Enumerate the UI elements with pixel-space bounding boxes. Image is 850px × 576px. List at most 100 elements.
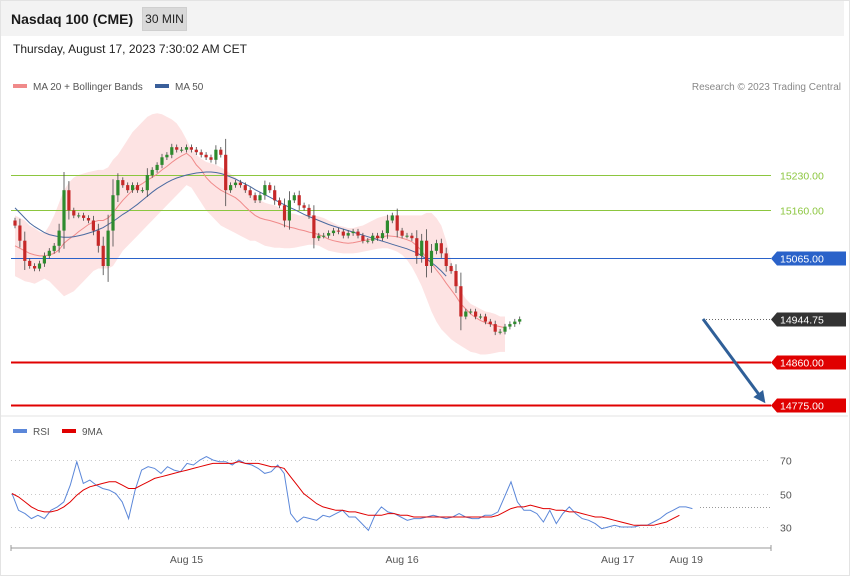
candle xyxy=(317,232,321,241)
candle xyxy=(415,230,419,264)
candle xyxy=(23,231,27,270)
candle xyxy=(420,233,424,263)
price-levels xyxy=(11,175,771,407)
candle xyxy=(37,260,42,272)
candle xyxy=(351,228,355,236)
forecast-arrow-head xyxy=(753,390,766,404)
candle xyxy=(346,230,350,239)
ma20-legend-swatch xyxy=(13,84,27,88)
ma50-line xyxy=(14,171,447,277)
candle xyxy=(67,181,71,220)
candle xyxy=(140,187,144,193)
candle xyxy=(170,143,174,159)
interval-button[interactable]: 30 MIN xyxy=(142,7,187,31)
candle xyxy=(380,230,385,241)
candle xyxy=(111,179,115,247)
time-label: Aug 19 xyxy=(670,554,703,566)
candle xyxy=(18,218,22,248)
rsi-lines xyxy=(11,456,693,532)
rsi-line xyxy=(11,456,693,532)
main-legend: MA 20 + Bollinger Bands MA 50 xyxy=(13,82,204,93)
candle xyxy=(72,207,76,219)
candle xyxy=(106,214,110,282)
candle xyxy=(503,323,507,335)
candle xyxy=(253,192,257,203)
candle xyxy=(273,185,277,205)
candle xyxy=(194,147,198,155)
level-14775-00-label-bg xyxy=(771,398,846,413)
candle xyxy=(429,244,434,273)
level-14944-75-label: 14944.75 xyxy=(780,315,824,327)
candle xyxy=(322,232,326,239)
candle xyxy=(390,212,394,224)
candle xyxy=(327,230,331,239)
candle xyxy=(498,329,502,335)
candle xyxy=(116,173,120,202)
candle xyxy=(302,202,306,211)
bollinger-bands xyxy=(15,113,505,355)
rsi-ma-legend-label: 9MA xyxy=(82,427,103,438)
candle xyxy=(131,182,135,193)
candle xyxy=(155,162,159,173)
candle xyxy=(52,243,56,254)
rsi-ma-line xyxy=(11,461,680,526)
candle xyxy=(248,187,252,198)
candle xyxy=(209,154,213,163)
ma20-legend-label: MA 20 + Bollinger Bands xyxy=(33,82,143,93)
candle xyxy=(474,308,478,320)
candle xyxy=(150,167,154,178)
candle xyxy=(33,263,37,272)
instrument-title: Nasdaq 100 (CME) xyxy=(11,11,134,27)
candle xyxy=(376,232,380,241)
level-14944-75-label-bg xyxy=(771,312,846,327)
forecast-arrow-shaft xyxy=(701,318,765,401)
level-14775-00-label: 14775.00 xyxy=(780,401,824,413)
candle xyxy=(180,147,184,153)
candle xyxy=(483,313,487,325)
candle xyxy=(204,152,208,160)
candle xyxy=(219,147,223,158)
candle xyxy=(405,232,409,239)
rsi-legend: RSI 9MA xyxy=(13,427,103,438)
level-14860-00-label: 14860.00 xyxy=(780,358,824,370)
candle xyxy=(395,208,399,238)
candle xyxy=(175,144,179,153)
candle xyxy=(126,182,130,193)
candle xyxy=(469,308,473,315)
candle xyxy=(189,144,193,153)
candle xyxy=(508,321,512,330)
candle xyxy=(57,223,61,253)
bollinger-band-area xyxy=(15,113,505,355)
candle xyxy=(366,238,370,244)
time-label: Aug 15 xyxy=(170,554,203,566)
candle xyxy=(336,227,340,235)
level-labels: 15230.00 15160.00 15065.00 14944.75 14860.00… xyxy=(771,171,846,413)
rsi-legend-label: RSI xyxy=(33,427,50,438)
candle xyxy=(464,308,468,320)
candle xyxy=(42,252,46,267)
candle xyxy=(400,227,404,239)
candle xyxy=(28,258,32,269)
copyright-text: Research © 2023 Trading Central xyxy=(692,82,841,93)
candle xyxy=(121,177,125,188)
time-label: Aug 16 xyxy=(385,554,418,566)
candle xyxy=(62,172,66,249)
candle xyxy=(278,197,282,209)
candle xyxy=(165,152,169,160)
candle xyxy=(488,318,492,327)
rsi-legend-swatch xyxy=(13,429,27,433)
candle xyxy=(268,182,272,193)
candle xyxy=(233,179,238,188)
level-15065-00-label-bg xyxy=(771,251,846,266)
candle xyxy=(312,205,316,249)
time-label: Aug 17 xyxy=(601,554,634,566)
candle xyxy=(459,272,463,331)
level-15160-00-label: 15160.00 xyxy=(780,206,824,218)
level-15065-00-label: 15065.00 xyxy=(780,254,824,266)
candle xyxy=(282,198,287,228)
candle xyxy=(160,153,164,169)
candle xyxy=(307,204,311,219)
rsi-tick-50: 50 xyxy=(780,490,792,502)
candle xyxy=(145,168,149,197)
